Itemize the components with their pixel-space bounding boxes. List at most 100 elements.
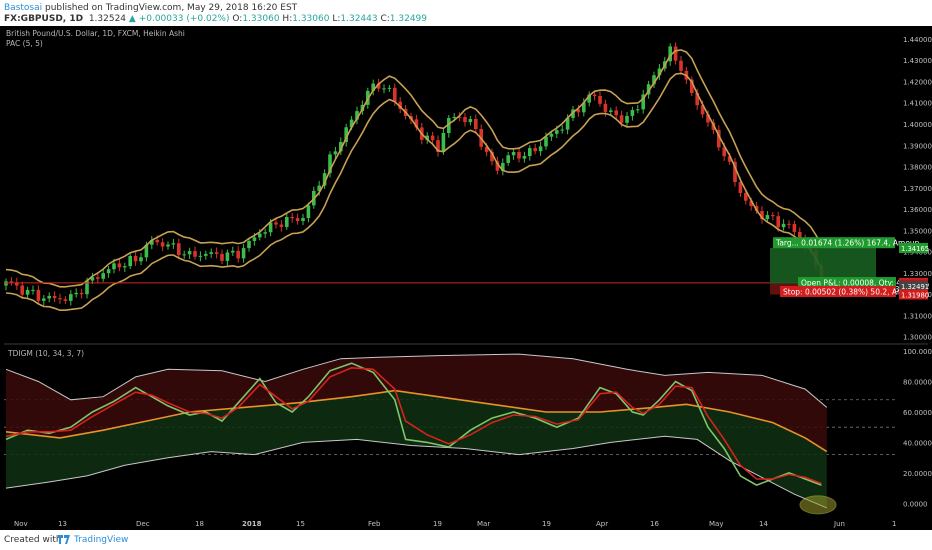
candle (128, 252, 132, 270)
tdi-rsi-price-line (5, 362, 822, 486)
open-label: O: (232, 14, 243, 24)
candle (322, 169, 327, 189)
price-axis-tick: 1.31000 (903, 312, 932, 320)
candle (576, 104, 581, 117)
author-link[interactable]: Bastosai (4, 3, 43, 13)
candle (592, 90, 597, 101)
open-value: 1.33060 (242, 14, 280, 24)
tdi-market-base-line (5, 389, 828, 453)
candle (625, 112, 629, 127)
candle (657, 63, 662, 80)
price-axis-tick: 1.38000 (903, 164, 932, 172)
tdi-lower-fill (6, 390, 827, 508)
tdi-trade-signal-line (5, 366, 822, 485)
tdi-upper-band (5, 353, 828, 408)
candle (290, 213, 294, 223)
candle (371, 79, 375, 96)
tdi-axis-tick: 20.0000 (903, 470, 932, 478)
candle (90, 272, 95, 285)
candle (285, 213, 289, 230)
close-label: C: (380, 14, 390, 24)
candle (20, 281, 24, 299)
chart-canvas[interactable]: 1.44000 1.43000 1.42000 1.41000 1.40000 1.390… (0, 26, 932, 530)
price-axis-tick: 1.35000 (903, 227, 932, 235)
pac-upper-line (5, 49, 823, 288)
candle (441, 128, 446, 155)
candle (717, 125, 721, 151)
price-axis-tick: 1.40000 (903, 121, 932, 129)
tdi-axis-tick: 60.0000 (903, 409, 932, 417)
pac-lower-line (5, 72, 823, 311)
entry-price-badge: 1.32491 (899, 281, 929, 292)
price-axis-tick: 1.36000 (903, 206, 932, 214)
candle (501, 158, 505, 176)
candle (306, 202, 311, 223)
candle (177, 238, 181, 260)
candle (463, 113, 467, 127)
open-pnl-label[interactable]: Open P&L: 0.00008, Qty: 4988 (798, 277, 916, 289)
header-bar: Bastosai published on TradingView.com, M… (0, 0, 932, 26)
candle (209, 248, 213, 258)
tdi-upper-fill (6, 354, 827, 452)
candle (614, 106, 618, 120)
close-value: 1.32499 (389, 14, 428, 24)
candle (468, 116, 473, 126)
candle (52, 291, 57, 303)
svg-text:1.34165: 1.34165 (901, 245, 929, 253)
candle (160, 238, 165, 252)
candle (63, 296, 68, 304)
svg-text:1.31980: 1.31980 (901, 291, 929, 299)
target-label[interactable]: Targ... 0.01674 (1.26%) 167.4, Amoun (773, 237, 920, 249)
candle (106, 265, 111, 278)
candle (430, 131, 435, 145)
candle (241, 244, 246, 263)
candle (792, 220, 797, 236)
x-axis-tick: 18 (195, 520, 204, 528)
candle (517, 147, 521, 163)
pac-indicator-label: PAC (5, 5) (6, 39, 43, 48)
candle (781, 219, 786, 231)
candle (47, 292, 51, 303)
candle (36, 285, 41, 304)
candle (490, 148, 494, 166)
candle (150, 235, 154, 250)
candle (506, 152, 510, 166)
published-text: published on TradingView.com, May 29, 20… (42, 3, 298, 13)
x-axis-tick: 19 (433, 520, 442, 528)
stop-label[interactable]: Stop: 0.00502 (0.38%) 50.2, Amoun (780, 285, 919, 297)
high-label: H: (282, 14, 293, 24)
candle (9, 277, 14, 286)
candle (339, 137, 343, 156)
svg-text:Targ... 0.01674 (1.26%) 167.4,: Targ... 0.01674 (1.26%) 167.4, Amoun (775, 239, 920, 248)
candle (328, 151, 332, 178)
target-price-badge: 1.34165 (899, 243, 929, 254)
tdi-lower-band (5, 435, 827, 509)
price-axis-tick: 1.39000 (903, 142, 932, 150)
last-price: 1.32524 (88, 14, 127, 24)
candle (225, 249, 230, 266)
candle (533, 143, 537, 155)
candle (733, 158, 737, 187)
candle (274, 217, 278, 229)
x-axis-tick: Apr (596, 520, 608, 528)
candle (117, 258, 122, 272)
change: +0.00033 (+0.02%) (138, 14, 230, 24)
candle (171, 238, 176, 249)
candle (582, 98, 586, 117)
candle (333, 146, 338, 159)
candle (139, 252, 143, 265)
created-with-text: Created with (4, 535, 62, 545)
candle (511, 148, 516, 160)
candle (355, 106, 359, 125)
candle (387, 84, 392, 92)
candle (247, 237, 251, 252)
candle (495, 156, 500, 175)
high-value: 1.33060 (292, 14, 330, 24)
tdi-axis-tick: 0.0000 (903, 500, 928, 508)
x-axis-tick: 2018 (242, 520, 262, 528)
x-axis-tick: 13 (58, 520, 67, 528)
tradingview-link[interactable]: TradingView (74, 535, 129, 545)
x-axis-tick: 14 (759, 520, 768, 528)
x-axis-tick: May (709, 520, 723, 528)
low-value: 1.32443 (340, 14, 378, 24)
